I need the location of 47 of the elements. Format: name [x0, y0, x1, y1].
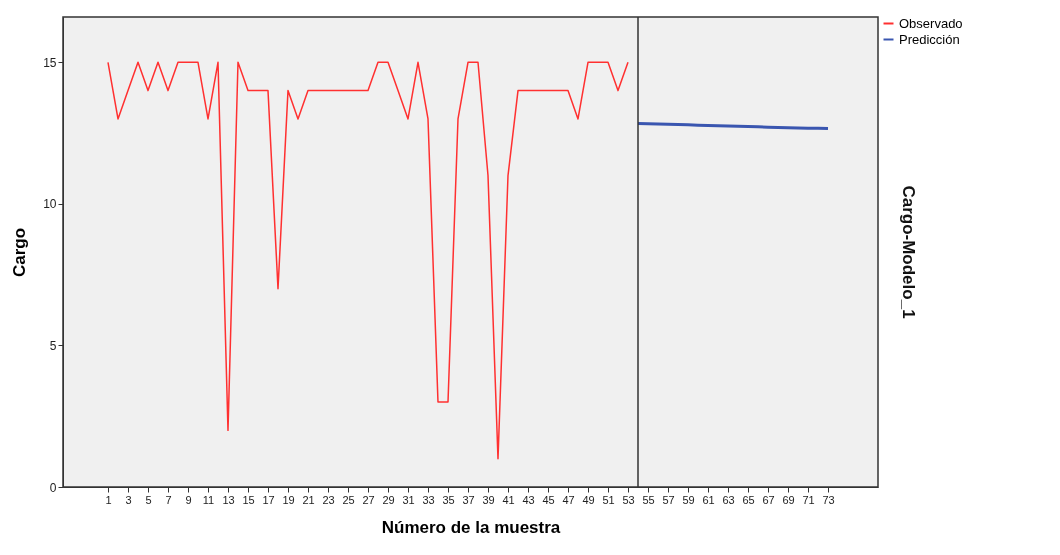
- y-tick-label: 15: [43, 55, 57, 70]
- x-tick-label: 39: [482, 493, 495, 506]
- x-tick-label: 3: [125, 493, 132, 506]
- x-tick-label: 25: [342, 493, 355, 506]
- x-tick-label: 43: [522, 493, 535, 506]
- x-tick-label: 33: [422, 493, 435, 506]
- x-tick-label: 27: [362, 493, 375, 506]
- x-tick-label: 65: [742, 493, 755, 506]
- x-tick-label: 49: [582, 493, 595, 506]
- x-tick-label: 63: [722, 493, 735, 506]
- x-tick-label: 9: [185, 493, 192, 506]
- x-tick-label: 69: [782, 493, 795, 506]
- y-tick-label: 5: [49, 338, 57, 353]
- x-tick-label: 35: [442, 493, 455, 506]
- x-tick-label: 13: [222, 493, 235, 506]
- x-tick-label: 15: [242, 493, 255, 506]
- x-tick-label: 73: [822, 493, 835, 506]
- x-tick-label: 19: [282, 493, 295, 506]
- x-tick-label: 17: [262, 493, 275, 506]
- x-tick-label: 47: [562, 493, 575, 506]
- x-tick-label: 51: [602, 493, 615, 506]
- x-tick-label: 61: [702, 493, 715, 506]
- x-tick-label: 1: [105, 493, 112, 506]
- legend-label: Predicción: [899, 31, 960, 47]
- y2-axis-title: Cargo-Modelo_1: [899, 185, 918, 319]
- x-tick-label: 71: [802, 493, 815, 506]
- x-tick-label: 57: [662, 493, 675, 506]
- x-axis-title: Número de la muestra: [381, 517, 561, 537]
- x-tick-label: 5: [145, 493, 152, 506]
- x-tick-label: 53: [622, 493, 635, 506]
- x-tick-label: 67: [762, 493, 775, 506]
- legend-label: Observado: [899, 15, 963, 31]
- x-tick-label: 31: [402, 493, 415, 506]
- x-tick-label: 41: [502, 493, 515, 506]
- x-tick-label: 29: [382, 493, 395, 506]
- x-tick-label: 45: [542, 493, 555, 506]
- y-tick-label: 10: [43, 197, 57, 212]
- line-series: [107, 61, 629, 460]
- x-tick-label: 37: [462, 493, 475, 506]
- x-tick-label: 23: [322, 493, 335, 506]
- x-tick-label: 59: [682, 493, 695, 506]
- x-tick-label: 11: [202, 493, 215, 506]
- x-tick-label: 7: [165, 493, 172, 506]
- x-tick-label: 21: [302, 493, 315, 506]
- y-axis-title: Cargo: [10, 227, 30, 278]
- y-tick-label: 0: [49, 480, 57, 495]
- x-tick-label: 55: [642, 493, 655, 506]
